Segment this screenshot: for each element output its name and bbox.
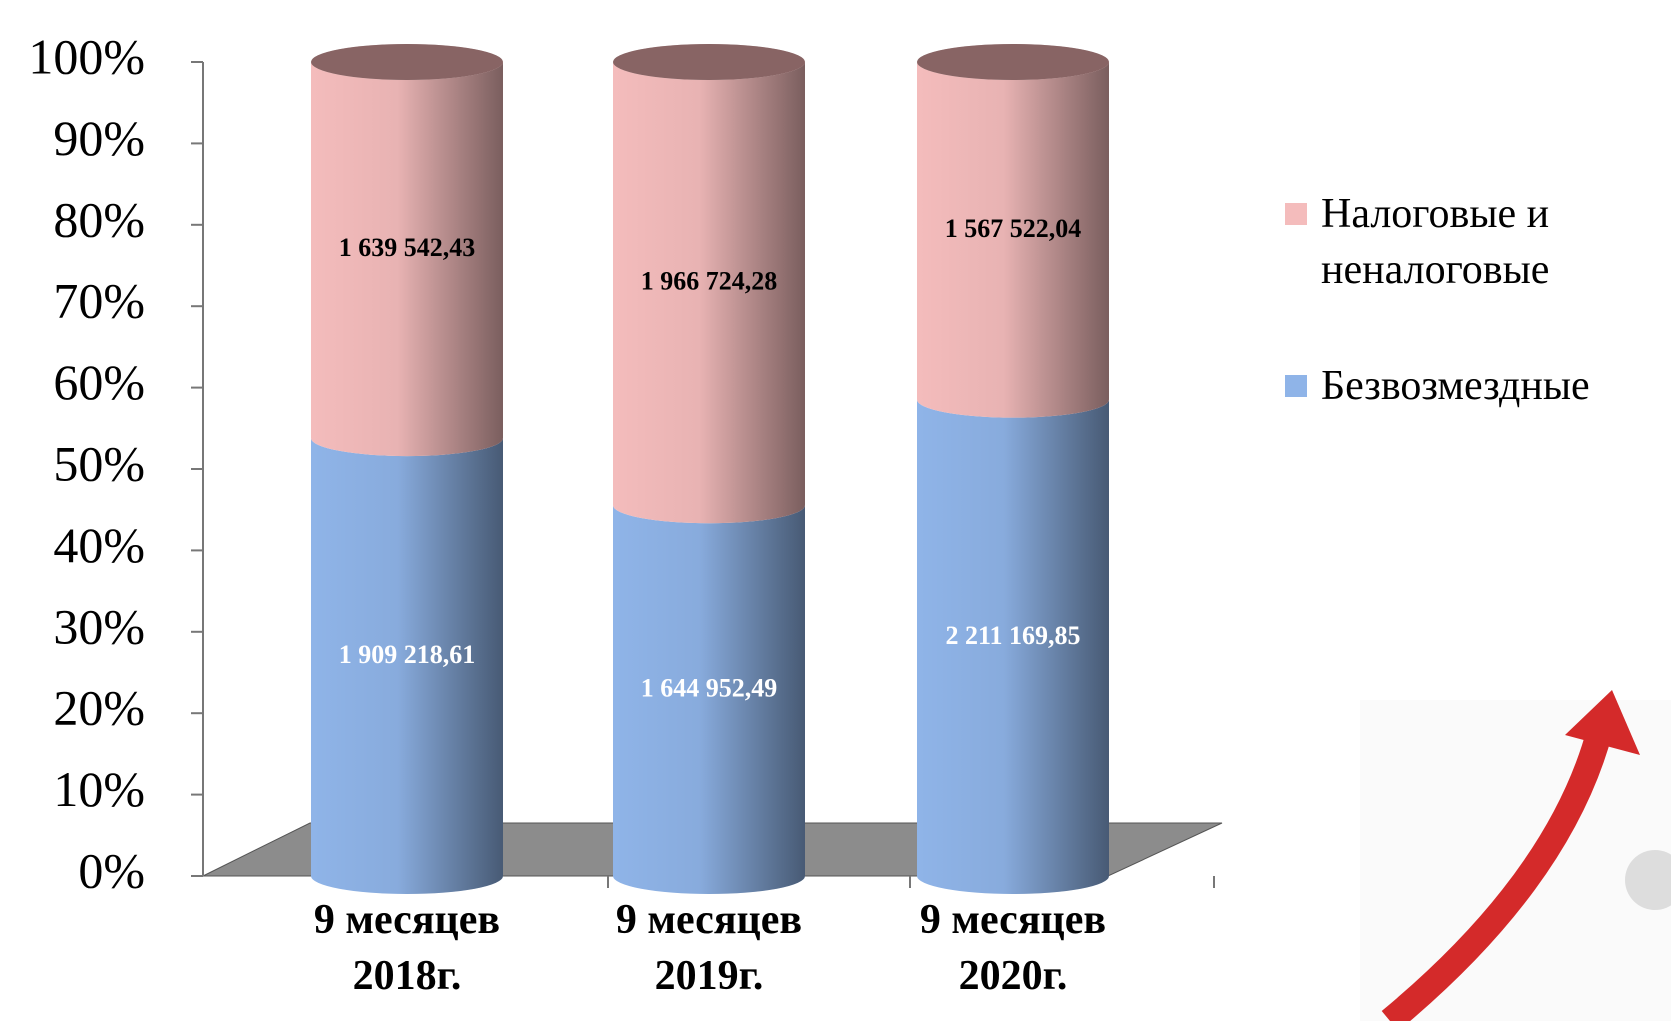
y-tick-label: 100% [28,28,145,84]
legend-swatch [1285,203,1307,225]
y-tick-label: 80% [53,191,145,247]
shading [917,62,1109,418]
y-tick-label: 50% [53,435,145,491]
value-label: 1 567 522,04 [945,214,1082,243]
y-tick-label: 40% [53,517,145,573]
legend-item: Налоговые и неналоговые [1285,186,1621,298]
shading [613,505,805,894]
value-label: 1 909 218,61 [339,640,476,669]
value-label: 1 966 724,28 [641,267,778,296]
shading [311,438,503,894]
y-tick-label: 0% [78,842,145,898]
value-label: 2 211 169,85 [945,621,1080,650]
x-tick-label: 9 месяцев 2019г. [615,897,803,999]
y-tick-label: 70% [53,273,145,329]
illustration [1360,690,1671,1021]
legend-label: Налоговые и неналоговые [1321,191,1550,293]
y-tick-label: 10% [53,761,145,817]
value-label: 1 639 542,43 [339,233,476,262]
value-label: 1 644 952,49 [641,674,778,703]
y-tick-label: 90% [53,110,145,166]
legend-swatch [1285,375,1307,397]
x-tick-label: 9 месяцев 2018г. [313,897,501,999]
y-tick-label: 20% [53,680,145,736]
y-tick-label: 60% [53,354,145,410]
shading [613,62,805,524]
shading [311,62,503,457]
legend-label: Безвозмездные [1321,363,1590,409]
x-tick-label: 9 месяцев 2020г. [919,897,1107,999]
bar-top-shade [311,44,503,80]
legend-item: Безвозмездные [1285,358,1621,414]
bar-top-shade [613,44,805,80]
bar-top-shade [917,44,1109,80]
shading [917,399,1109,894]
y-tick-label: 30% [53,598,145,654]
